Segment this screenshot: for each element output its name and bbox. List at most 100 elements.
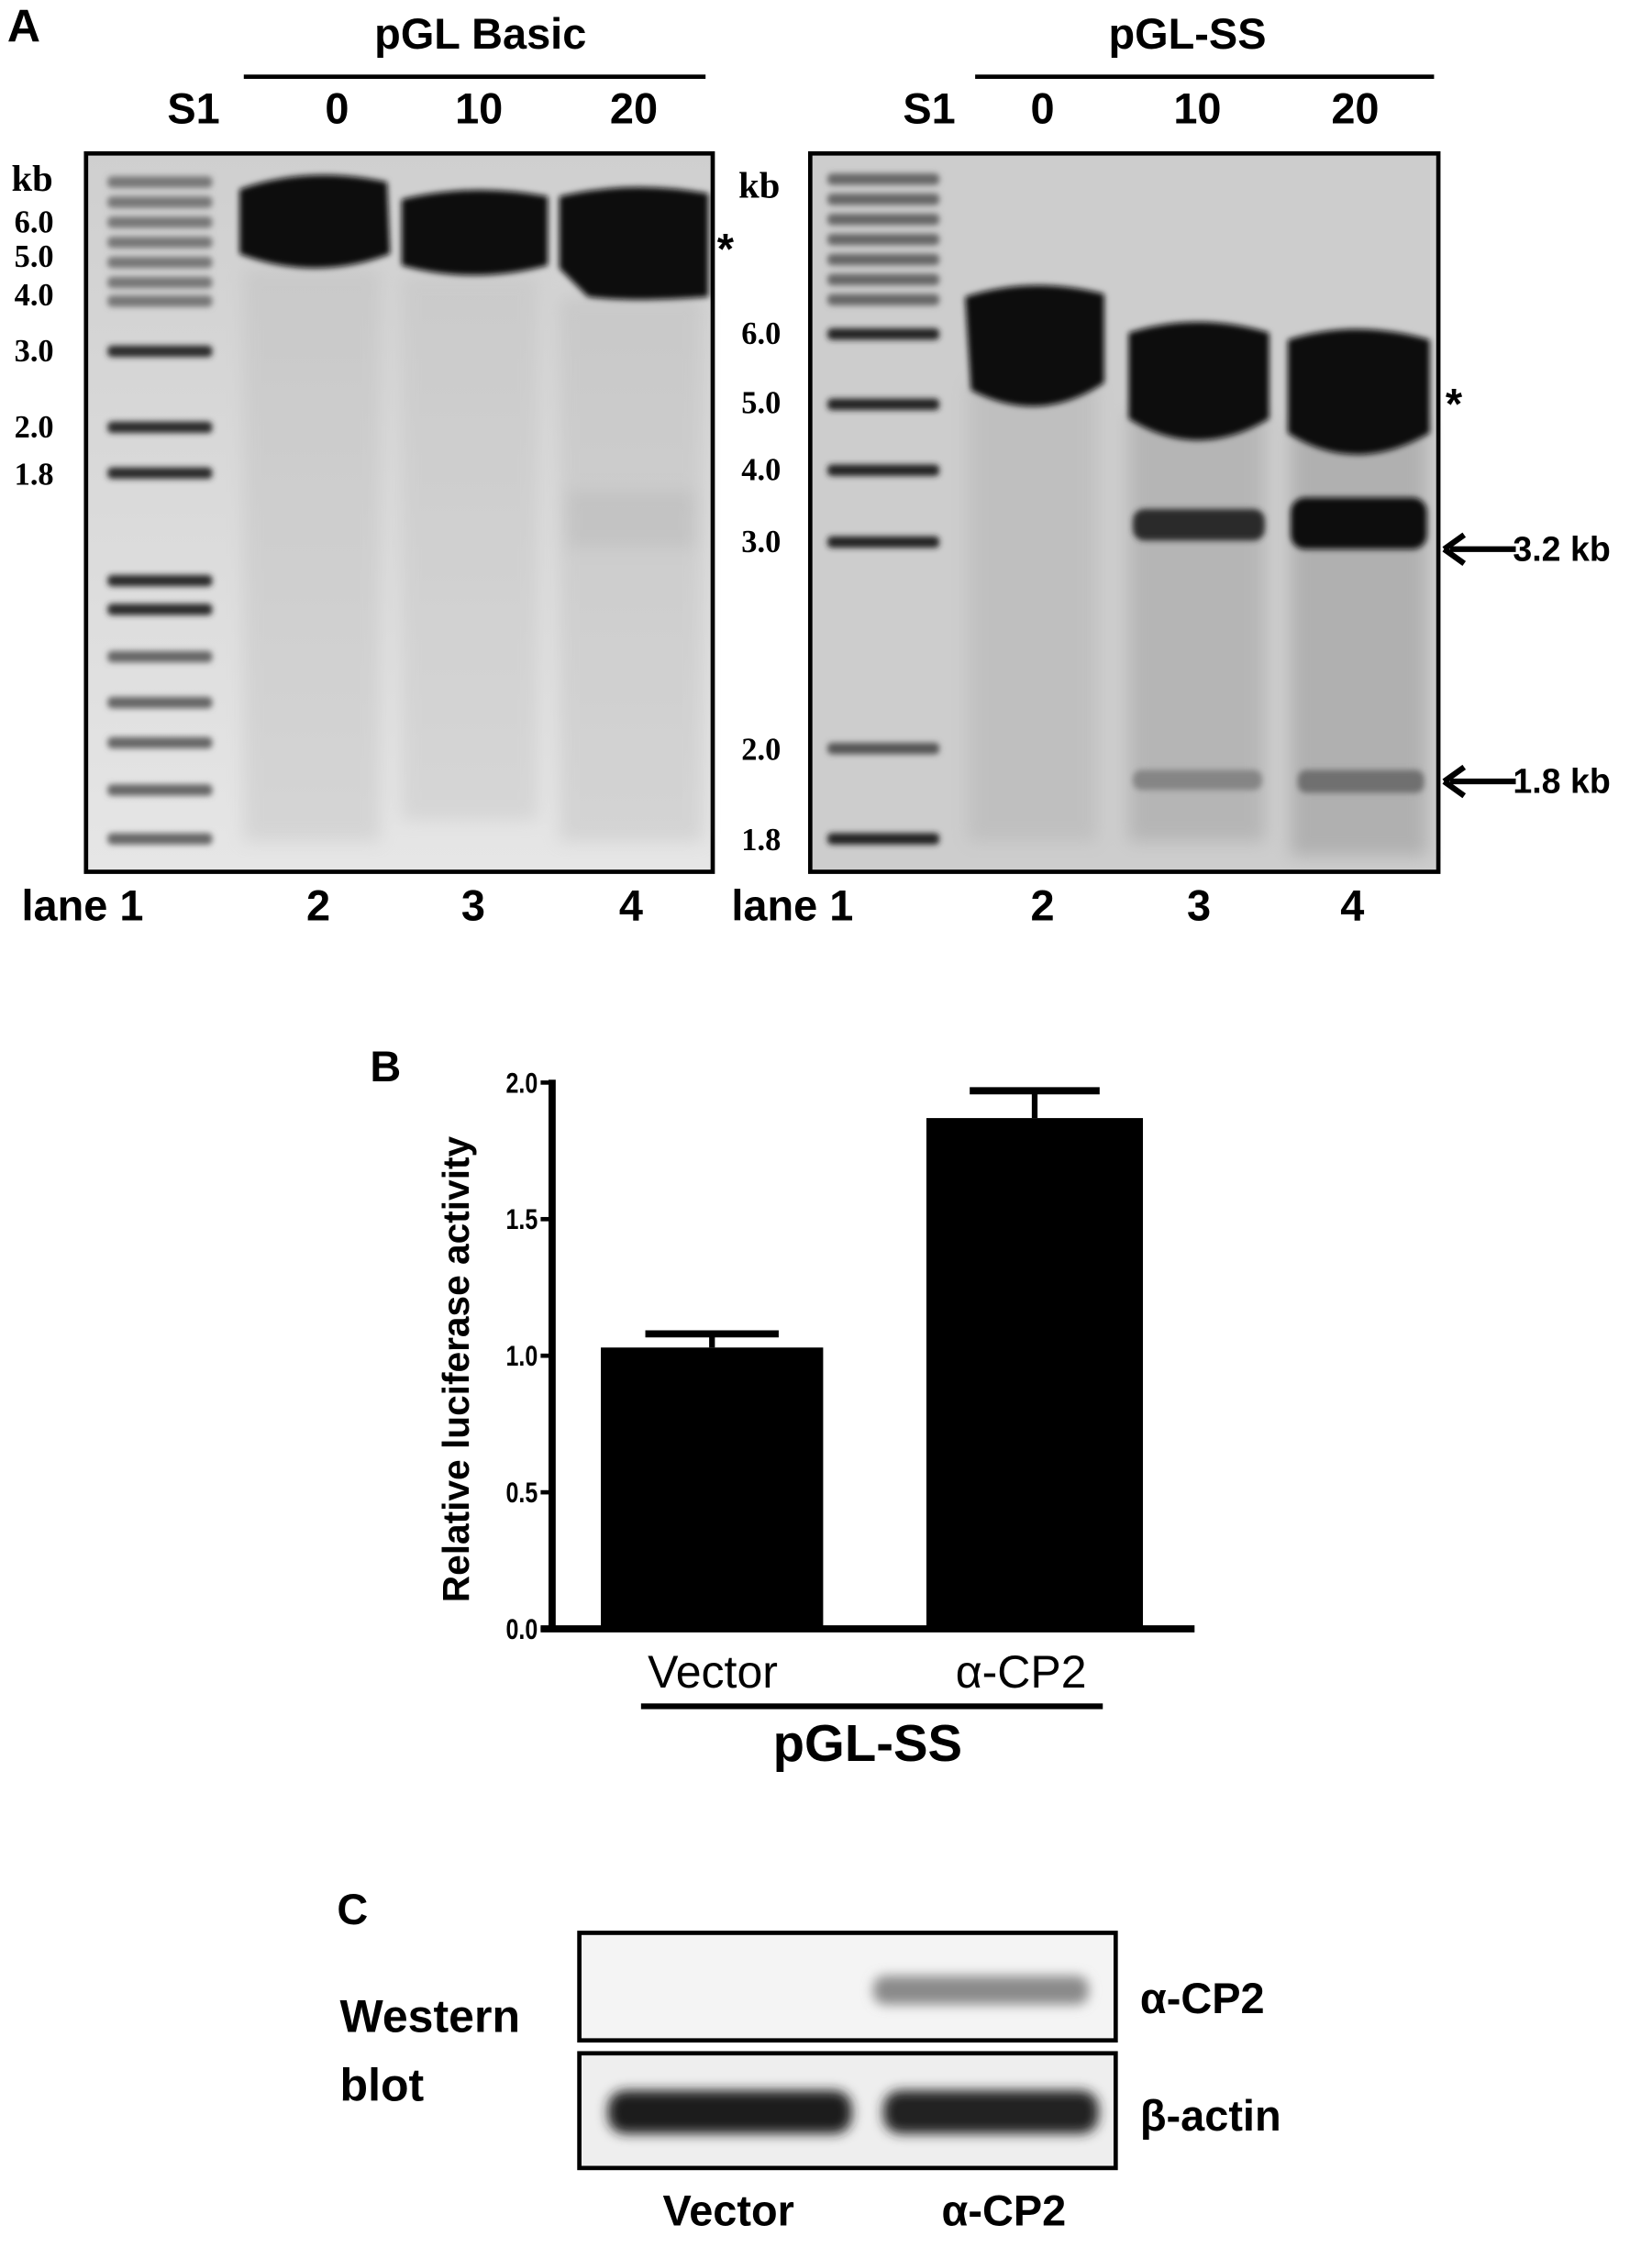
blot-column-label: Vector bbox=[662, 2187, 794, 2236]
left-lane-number: 2 bbox=[306, 883, 331, 931]
band-lane3 bbox=[401, 190, 549, 276]
left-lane-label: lane 1 bbox=[21, 883, 144, 931]
ladder-band bbox=[107, 467, 213, 480]
left-size-marker: 3.0 bbox=[14, 332, 54, 369]
right-kb-label: kb bbox=[738, 164, 781, 207]
left-size-marker: 1.8 bbox=[14, 456, 54, 493]
smear-lane4 bbox=[559, 296, 704, 842]
group-underline bbox=[640, 1703, 1103, 1710]
left-size-marker: 5.0 bbox=[14, 238, 54, 274]
band-actin-vector bbox=[607, 2090, 852, 2134]
ladder-band bbox=[827, 173, 940, 185]
right-size-marker: 3.0 bbox=[741, 523, 782, 559]
left-gel-image bbox=[83, 150, 715, 874]
panel-c-label: C bbox=[337, 1887, 369, 1935]
ladder-band bbox=[107, 176, 213, 188]
band-lane4 bbox=[559, 186, 709, 300]
ladder-band bbox=[107, 216, 213, 228]
left-gel-title: pGL Basic bbox=[374, 11, 587, 60]
left-kb-label: kb bbox=[11, 157, 53, 200]
left-size-marker: 6.0 bbox=[14, 204, 54, 240]
ladder-band bbox=[107, 345, 213, 358]
y-tick-label: 1.0 bbox=[506, 1339, 538, 1371]
band-1.8kb-lane4 bbox=[1297, 769, 1425, 793]
panel-b-label: B bbox=[370, 1044, 402, 1091]
left-lane-number: 3 bbox=[460, 883, 485, 931]
band-lane2 bbox=[239, 174, 391, 269]
ladder-band bbox=[107, 603, 213, 615]
ladder-band bbox=[827, 328, 940, 340]
faint-band-lane4 bbox=[566, 490, 696, 548]
smear-lane3 bbox=[401, 275, 538, 821]
band-3.2kb-lane4 bbox=[1291, 497, 1427, 549]
bar bbox=[926, 1118, 1144, 1630]
ladder-band bbox=[827, 398, 940, 411]
right-gel-title-underline bbox=[975, 74, 1435, 79]
band-3.2kb-lane3 bbox=[1133, 509, 1265, 541]
ladder-band bbox=[827, 464, 940, 477]
right-gel-title: pGL-SS bbox=[1108, 11, 1267, 60]
right-size-marker: 1.8 bbox=[741, 821, 782, 858]
ladder-band bbox=[827, 536, 940, 548]
right-lane-number: 4 bbox=[1340, 883, 1365, 931]
right-condition: 10 bbox=[1173, 85, 1222, 134]
smear-lane2 bbox=[968, 382, 1098, 842]
ladder-band bbox=[107, 295, 213, 307]
panel-a-label: A bbox=[6, 0, 40, 52]
left-condition: 10 bbox=[455, 85, 504, 134]
blot-column-label: α-CP2 bbox=[941, 2187, 1067, 2236]
x-tick-label: α-CP2 bbox=[955, 1645, 1087, 1699]
left-lane-number: 4 bbox=[618, 883, 643, 931]
y-tick-label: 2.0 bbox=[506, 1067, 538, 1099]
right-size-marker: 2.0 bbox=[741, 731, 782, 768]
arrow-label-3.2kb: 3.2 kb bbox=[1513, 530, 1611, 570]
ladder-band bbox=[827, 233, 940, 246]
ladder-band bbox=[107, 574, 213, 587]
arrow-left-icon bbox=[1442, 764, 1516, 799]
ladder-band bbox=[107, 736, 213, 749]
y-tick-label: 1.5 bbox=[506, 1203, 538, 1235]
y-tick-label: 0.0 bbox=[506, 1612, 538, 1644]
western-blot-image bbox=[577, 1931, 1118, 2171]
right-condition: 0 bbox=[1030, 85, 1055, 134]
right-size-marker: 4.0 bbox=[741, 451, 782, 488]
ladder-band bbox=[107, 276, 213, 289]
blot-row-label: β-actin bbox=[1139, 2093, 1281, 2142]
method-label: blot bbox=[339, 2059, 425, 2111]
left-gel-title-underline bbox=[243, 74, 706, 79]
ladder-band bbox=[107, 236, 213, 249]
band-1.8kb-lane3 bbox=[1133, 769, 1262, 791]
band-lane4 bbox=[1287, 328, 1430, 455]
group-label: pGL-SS bbox=[772, 1713, 963, 1773]
blot-row-label: α-CP2 bbox=[1139, 1976, 1265, 2023]
bar-chart: 0.0 0.5 1.0 1.5 2.0 bbox=[506, 1067, 1195, 1645]
right-lane-number: 2 bbox=[1030, 883, 1055, 931]
ladder-band bbox=[107, 833, 213, 845]
arrow-left-icon bbox=[1442, 532, 1516, 566]
right-lane-label: lane 1 bbox=[731, 883, 854, 931]
left-asterisk: * bbox=[716, 227, 734, 274]
ladder-band bbox=[827, 742, 940, 755]
right-size-marker: 5.0 bbox=[741, 383, 782, 421]
right-marker-label: S1 bbox=[903, 85, 956, 134]
left-condition: 0 bbox=[325, 85, 349, 134]
band-lane2 bbox=[965, 285, 1104, 407]
ladder-band bbox=[827, 194, 940, 205]
right-condition: 20 bbox=[1331, 85, 1380, 134]
ladder-band bbox=[107, 196, 213, 208]
ladder-band bbox=[827, 293, 940, 306]
arrow-label-1.8kb: 1.8 kb bbox=[1513, 762, 1611, 802]
ladder-band bbox=[107, 421, 213, 434]
left-marker-label: S1 bbox=[167, 85, 220, 134]
smear-lane2 bbox=[243, 268, 381, 842]
ladder-band bbox=[827, 213, 940, 226]
ladder-band bbox=[827, 253, 940, 266]
right-lane-number: 3 bbox=[1186, 883, 1212, 931]
left-size-marker: 4.0 bbox=[14, 276, 54, 313]
ladder-band bbox=[827, 273, 940, 286]
band-actin-alpha-cp2 bbox=[883, 2090, 1099, 2134]
ladder-band bbox=[107, 784, 213, 796]
ladder-band bbox=[107, 256, 213, 269]
left-condition: 20 bbox=[609, 85, 659, 134]
